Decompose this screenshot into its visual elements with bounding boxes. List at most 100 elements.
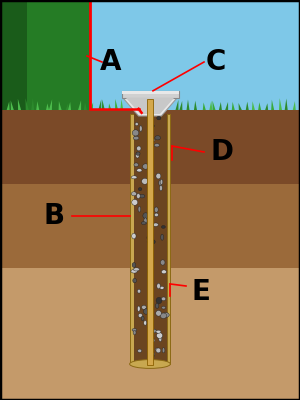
Polygon shape: [246, 102, 249, 110]
Ellipse shape: [138, 349, 142, 352]
Ellipse shape: [148, 288, 152, 292]
Polygon shape: [232, 102, 235, 110]
Ellipse shape: [136, 194, 140, 198]
Polygon shape: [203, 102, 206, 110]
Ellipse shape: [131, 192, 136, 196]
Polygon shape: [219, 102, 222, 110]
Ellipse shape: [140, 126, 142, 132]
Ellipse shape: [134, 163, 138, 167]
Ellipse shape: [135, 122, 138, 126]
Text: E: E: [192, 278, 210, 306]
Ellipse shape: [155, 348, 159, 351]
Ellipse shape: [133, 278, 136, 283]
Ellipse shape: [156, 330, 161, 333]
Polygon shape: [58, 101, 61, 110]
Ellipse shape: [137, 169, 142, 172]
Polygon shape: [279, 98, 282, 110]
Ellipse shape: [156, 348, 161, 353]
Ellipse shape: [149, 340, 153, 344]
Text: A: A: [100, 48, 122, 76]
Ellipse shape: [132, 200, 138, 205]
Ellipse shape: [138, 314, 142, 318]
Ellipse shape: [142, 178, 148, 184]
Bar: [0, 110, 300, 184]
Ellipse shape: [137, 289, 141, 293]
Ellipse shape: [152, 240, 155, 244]
Ellipse shape: [162, 348, 165, 353]
Polygon shape: [18, 99, 21, 110]
Ellipse shape: [132, 130, 139, 136]
Polygon shape: [271, 100, 274, 110]
Ellipse shape: [157, 333, 163, 338]
Ellipse shape: [163, 313, 169, 317]
Ellipse shape: [150, 323, 153, 326]
Polygon shape: [31, 98, 34, 110]
Polygon shape: [120, 99, 123, 110]
Ellipse shape: [160, 180, 163, 184]
Ellipse shape: [141, 222, 146, 224]
Ellipse shape: [141, 316, 144, 321]
Polygon shape: [84, 102, 87, 110]
Polygon shape: [36, 101, 39, 110]
Ellipse shape: [148, 268, 151, 274]
Ellipse shape: [143, 213, 148, 219]
Ellipse shape: [160, 313, 167, 318]
Polygon shape: [7, 102, 10, 110]
Ellipse shape: [133, 330, 136, 335]
Ellipse shape: [150, 124, 154, 128]
Bar: [0, 0, 90, 110]
Polygon shape: [285, 98, 288, 110]
Ellipse shape: [159, 336, 162, 342]
Polygon shape: [126, 98, 174, 114]
Ellipse shape: [161, 234, 164, 240]
Bar: [167, 114, 170, 364]
Ellipse shape: [131, 176, 137, 179]
Ellipse shape: [156, 297, 162, 304]
Ellipse shape: [150, 352, 154, 356]
Polygon shape: [26, 98, 29, 110]
Ellipse shape: [149, 338, 155, 342]
Ellipse shape: [132, 263, 136, 267]
Polygon shape: [258, 102, 261, 110]
Ellipse shape: [139, 194, 145, 198]
Text: D: D: [211, 138, 233, 166]
Ellipse shape: [154, 144, 160, 147]
Ellipse shape: [160, 286, 164, 289]
Ellipse shape: [137, 306, 140, 312]
Ellipse shape: [156, 310, 161, 316]
Ellipse shape: [138, 206, 141, 212]
Ellipse shape: [143, 309, 148, 314]
Ellipse shape: [159, 180, 161, 186]
Polygon shape: [98, 99, 101, 110]
Bar: [122, 91, 178, 98]
Polygon shape: [49, 99, 52, 110]
Ellipse shape: [137, 146, 141, 151]
Polygon shape: [68, 102, 71, 110]
Ellipse shape: [136, 153, 139, 158]
Polygon shape: [108, 103, 111, 110]
Polygon shape: [209, 101, 212, 110]
Bar: [0, 0, 300, 110]
Ellipse shape: [130, 360, 170, 368]
Bar: [27, 0, 90, 110]
Ellipse shape: [136, 152, 140, 155]
Ellipse shape: [162, 306, 166, 309]
Polygon shape: [293, 101, 296, 110]
Ellipse shape: [148, 222, 153, 226]
Ellipse shape: [142, 164, 148, 169]
Ellipse shape: [150, 139, 155, 142]
Text: B: B: [44, 202, 64, 230]
Ellipse shape: [148, 206, 152, 210]
Ellipse shape: [138, 188, 142, 191]
Ellipse shape: [160, 260, 165, 265]
Ellipse shape: [157, 283, 160, 289]
Polygon shape: [66, 103, 69, 110]
Ellipse shape: [147, 235, 151, 240]
Ellipse shape: [133, 136, 139, 140]
Ellipse shape: [160, 185, 162, 191]
Ellipse shape: [147, 240, 154, 243]
Ellipse shape: [156, 173, 161, 179]
Bar: [0, 184, 300, 268]
Polygon shape: [194, 101, 197, 110]
Ellipse shape: [148, 354, 154, 358]
